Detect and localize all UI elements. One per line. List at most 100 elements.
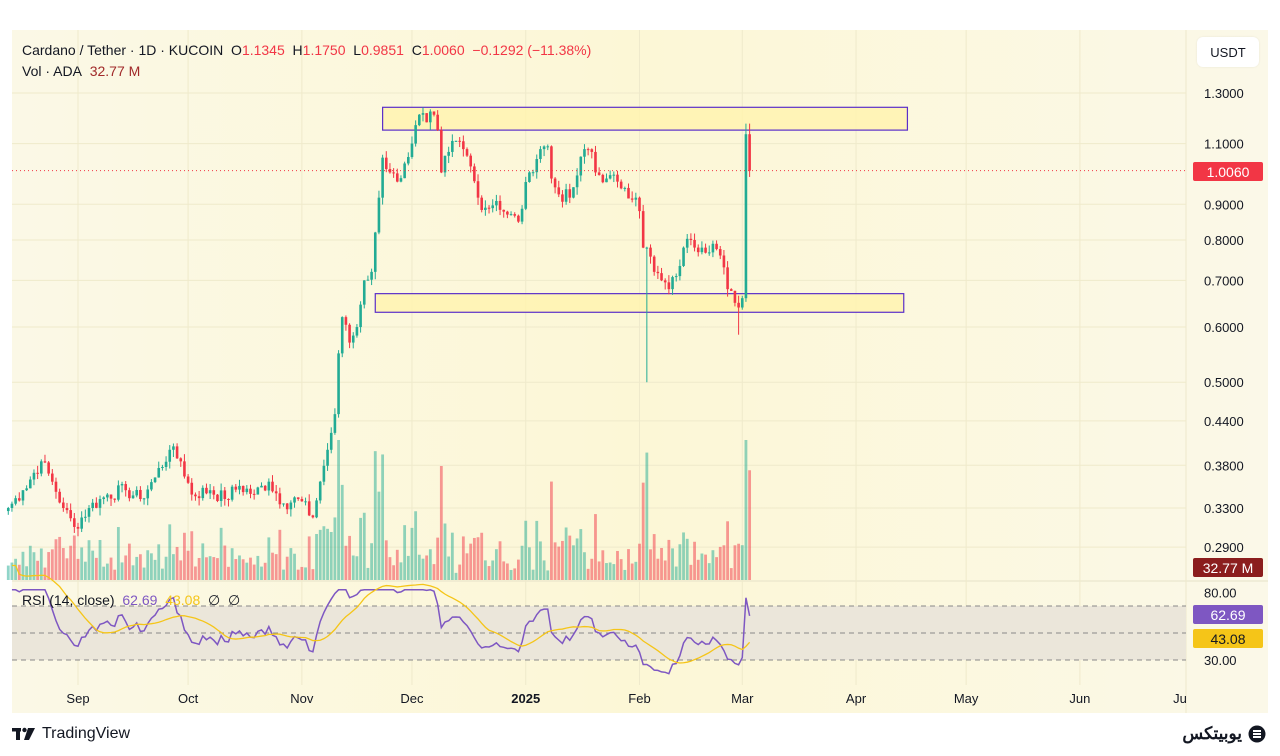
volume-bar: [696, 559, 700, 580]
candle-body: [58, 491, 61, 503]
volume-bar: [476, 537, 480, 580]
volume-bar: [627, 549, 630, 580]
candle-body: [414, 125, 417, 144]
candle-body: [329, 432, 333, 450]
volume-bar: [256, 555, 260, 580]
candle-body: [120, 484, 124, 486]
candle-body: [84, 516, 87, 518]
volume-label[interactable]: Vol · ADA: [22, 63, 82, 79]
candle-body: [91, 502, 94, 509]
candle-body: [718, 249, 722, 256]
volume-bar: [355, 556, 359, 580]
candle-body: [245, 488, 249, 493]
candle-body: [557, 187, 561, 195]
close-label: C: [411, 42, 422, 58]
price-tick-label: 0.3300: [1204, 501, 1244, 516]
volume-bar: [715, 557, 718, 580]
volume-bar: [520, 545, 524, 580]
volume-bar: [711, 550, 715, 580]
volume-bar: [113, 569, 117, 580]
price-tick-label: 0.7000: [1204, 273, 1244, 288]
volume-bar: [326, 528, 329, 580]
volume-bar: [230, 548, 234, 580]
tradingview-logo[interactable]: TradingView: [12, 725, 130, 743]
volume-bar: [572, 545, 575, 580]
candle-body: [326, 449, 329, 466]
candle-body: [150, 482, 153, 490]
volume-bar: [362, 512, 366, 580]
volume-bar: [54, 539, 58, 580]
volume-bar: [175, 546, 179, 580]
volume-bar: [245, 562, 249, 580]
candle-body: [164, 461, 168, 467]
candle-body: [553, 178, 557, 188]
candle-body: [726, 267, 729, 290]
volume-bar: [219, 527, 223, 580]
candle-body: [597, 172, 601, 175]
candle-body: [146, 489, 150, 499]
candle-body: [392, 172, 395, 174]
volume-bar: [249, 557, 252, 580]
candle-body: [447, 151, 450, 156]
volume-bar: [458, 564, 462, 580]
volume-bar: [671, 548, 674, 580]
volume-bar: [21, 551, 25, 580]
volume-bar: [744, 440, 748, 580]
volume-bar: [87, 540, 91, 580]
na-value-2: ∅: [228, 592, 241, 608]
candle-body: [282, 503, 285, 505]
time-tick-label: May: [954, 691, 979, 706]
time-tick-label: Apr: [846, 691, 867, 706]
volume-bar: [263, 562, 267, 580]
candle-body: [561, 194, 564, 202]
volume-bar: [116, 527, 120, 580]
volume-bar: [344, 545, 348, 580]
candle-body: [674, 276, 678, 278]
volume-bar: [502, 561, 506, 580]
candle-body: [454, 140, 458, 142]
candle-body: [641, 211, 645, 248]
symbol-title[interactable]: Cardano / Tether · 1D · KUCOIN: [22, 42, 224, 58]
volume-bar: [138, 554, 142, 580]
volume-bar: [234, 559, 238, 580]
change-value: −0.1292 (−11.38%): [472, 42, 592, 58]
candle-body: [399, 178, 403, 182]
chart-canvas[interactable]: 1.3000 1.1000 0.9000 0.8000 0.7000 0.6000 0.50…: [0, 0, 1280, 715]
open-label: O: [231, 42, 242, 58]
candle-body: [76, 526, 80, 529]
volume-bar: [682, 532, 685, 580]
candle-body: [605, 178, 608, 183]
candle-body: [542, 146, 546, 150]
candle-body: [473, 166, 476, 182]
volume-bar: [704, 554, 707, 580]
candle-body: [476, 181, 480, 198]
low-value: 0.9851: [361, 42, 404, 58]
volume-bar: [381, 454, 385, 580]
volume-bar: [197, 557, 201, 580]
candle-body: [348, 324, 351, 343]
candle-body: [443, 155, 447, 173]
volume-bar: [660, 547, 663, 580]
candle-body: [238, 485, 241, 490]
rsi-ma-tag: 43.08: [1193, 629, 1263, 648]
volume-bar: [201, 543, 205, 580]
volume-bar: [726, 521, 729, 580]
currency-button[interactable]: USDT: [1197, 37, 1259, 67]
candle-body: [183, 461, 186, 477]
volume-bar: [307, 536, 311, 580]
volume-bar: [524, 520, 528, 580]
partner-logo: یوبیتکس: [1182, 724, 1266, 744]
low-label: L: [353, 42, 362, 58]
volume-bar: [359, 517, 362, 580]
volume-bar: [480, 532, 484, 580]
candle-body: [667, 282, 671, 290]
volume-bar: [575, 538, 579, 580]
volume-bar: [678, 544, 682, 580]
last-price-tag: 1.0060: [1193, 162, 1263, 181]
rsi-label[interactable]: RSI (14, close): [22, 592, 115, 608]
candle-body: [293, 497, 296, 503]
volume-bar: [252, 564, 256, 580]
volume-bar: [340, 484, 344, 580]
price-tick-label: 0.2900: [1204, 540, 1244, 555]
candle-body: [296, 497, 300, 499]
